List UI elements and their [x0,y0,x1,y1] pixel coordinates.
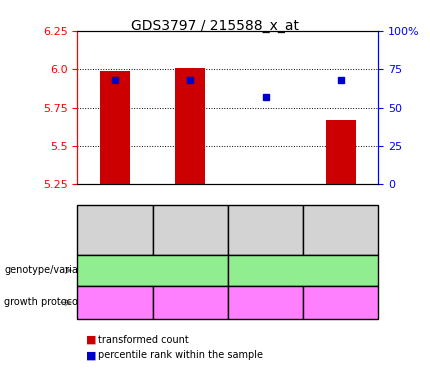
Text: control: control [136,265,169,275]
Text: GDS3797 / 215588_x_at: GDS3797 / 215588_x_at [131,19,299,33]
Text: GSM474585: GSM474585 [111,204,120,255]
Text: ■: ■ [86,350,96,360]
Text: percentile rank within the sample: percentile rank within the sample [98,350,263,360]
Bar [326,120,356,184]
Bar [100,71,130,184]
Text: FCS
(control): FCS (control) [98,293,132,312]
Text: CSS (androg
en ablation): CSS (androg en ablation) [167,293,214,312]
Bar [175,68,206,184]
Text: FCS
(control): FCS (control) [249,293,282,312]
Text: growth protocol: growth protocol [4,297,81,308]
Text: GSM474587: GSM474587 [261,204,270,255]
Text: GSM474588: GSM474588 [336,204,345,255]
Text: ■: ■ [86,335,96,345]
Text: CSS (androg
en ablation): CSS (androg en ablation) [317,293,364,312]
Text: transformed count: transformed count [98,335,189,345]
Text: beta-TrCP knockdown: beta-TrCP knockdown [251,265,355,275]
Text: genotype/variation: genotype/variation [4,265,97,275]
Text: GSM474586: GSM474586 [186,204,195,255]
